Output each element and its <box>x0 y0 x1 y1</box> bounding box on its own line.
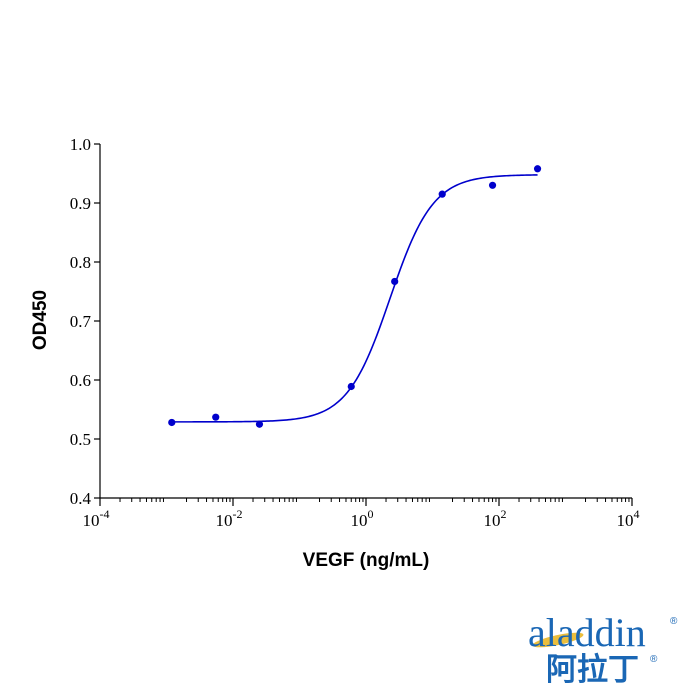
y-tick-label: 1.0 <box>70 135 91 154</box>
data-point <box>391 277 399 286</box>
data-point <box>488 181 497 189</box>
x-tick-base: 10 <box>484 511 501 530</box>
y-tick-label: 0.9 <box>70 194 91 213</box>
x-tick-base: 10 <box>617 511 634 530</box>
x-tick-base: 10 <box>216 511 233 530</box>
axes <box>99 144 632 499</box>
x-tick-exponent: 2 <box>501 507 507 521</box>
data-point <box>255 420 264 428</box>
y-tick-label: 0.8 <box>70 253 91 272</box>
fit-curve <box>171 174 538 423</box>
aladdin-logo: aladdin ® 阿拉丁 ® <box>528 610 678 686</box>
y-ticks: 0.4 0.5 0.6 0.7 0.8 0.9 1.0 <box>70 135 100 508</box>
logo-registered-mark-cjk: ® <box>650 654 658 665</box>
logo-accent-swoosh <box>532 632 584 648</box>
y-tick-label: 0.7 <box>70 312 92 331</box>
x-axis-title: VEGF (ng/mL) <box>303 550 430 571</box>
x-tick-label: 10-2 <box>216 507 243 530</box>
x-tick-label: 102 <box>484 507 507 530</box>
data-point <box>533 165 542 173</box>
y-axis-title: OD450 <box>30 290 51 350</box>
logo-cjk-text: 阿拉丁 <box>546 652 639 686</box>
data-point <box>168 418 176 427</box>
x-tick-exponent: 0 <box>368 507 374 521</box>
data-point <box>212 413 220 421</box>
y-tick-label: 0.6 <box>70 371 91 390</box>
x-tick-label: 104 <box>617 507 640 530</box>
logo-latin-text: aladdin <box>528 610 646 655</box>
x-tick-label: 10-4 <box>83 507 110 530</box>
y-tick-label: 0.4 <box>70 489 92 508</box>
data-points <box>168 165 542 428</box>
x-tick-exponent: -4 <box>100 507 110 521</box>
data-point <box>347 382 355 391</box>
y-tick-label: 0.5 <box>70 430 91 449</box>
x-tick-base: 10 <box>83 511 100 530</box>
x-tick-label: 100 <box>351 507 374 530</box>
logo-registered-mark: ® <box>670 616 678 627</box>
x-tick-base: 10 <box>351 511 368 530</box>
x-tick-exponent: -2 <box>233 507 243 521</box>
x-ticks: 10-4 10-2 100 102 104 <box>83 498 640 530</box>
data-point <box>438 190 446 198</box>
x-tick-exponent: 4 <box>634 507 640 521</box>
